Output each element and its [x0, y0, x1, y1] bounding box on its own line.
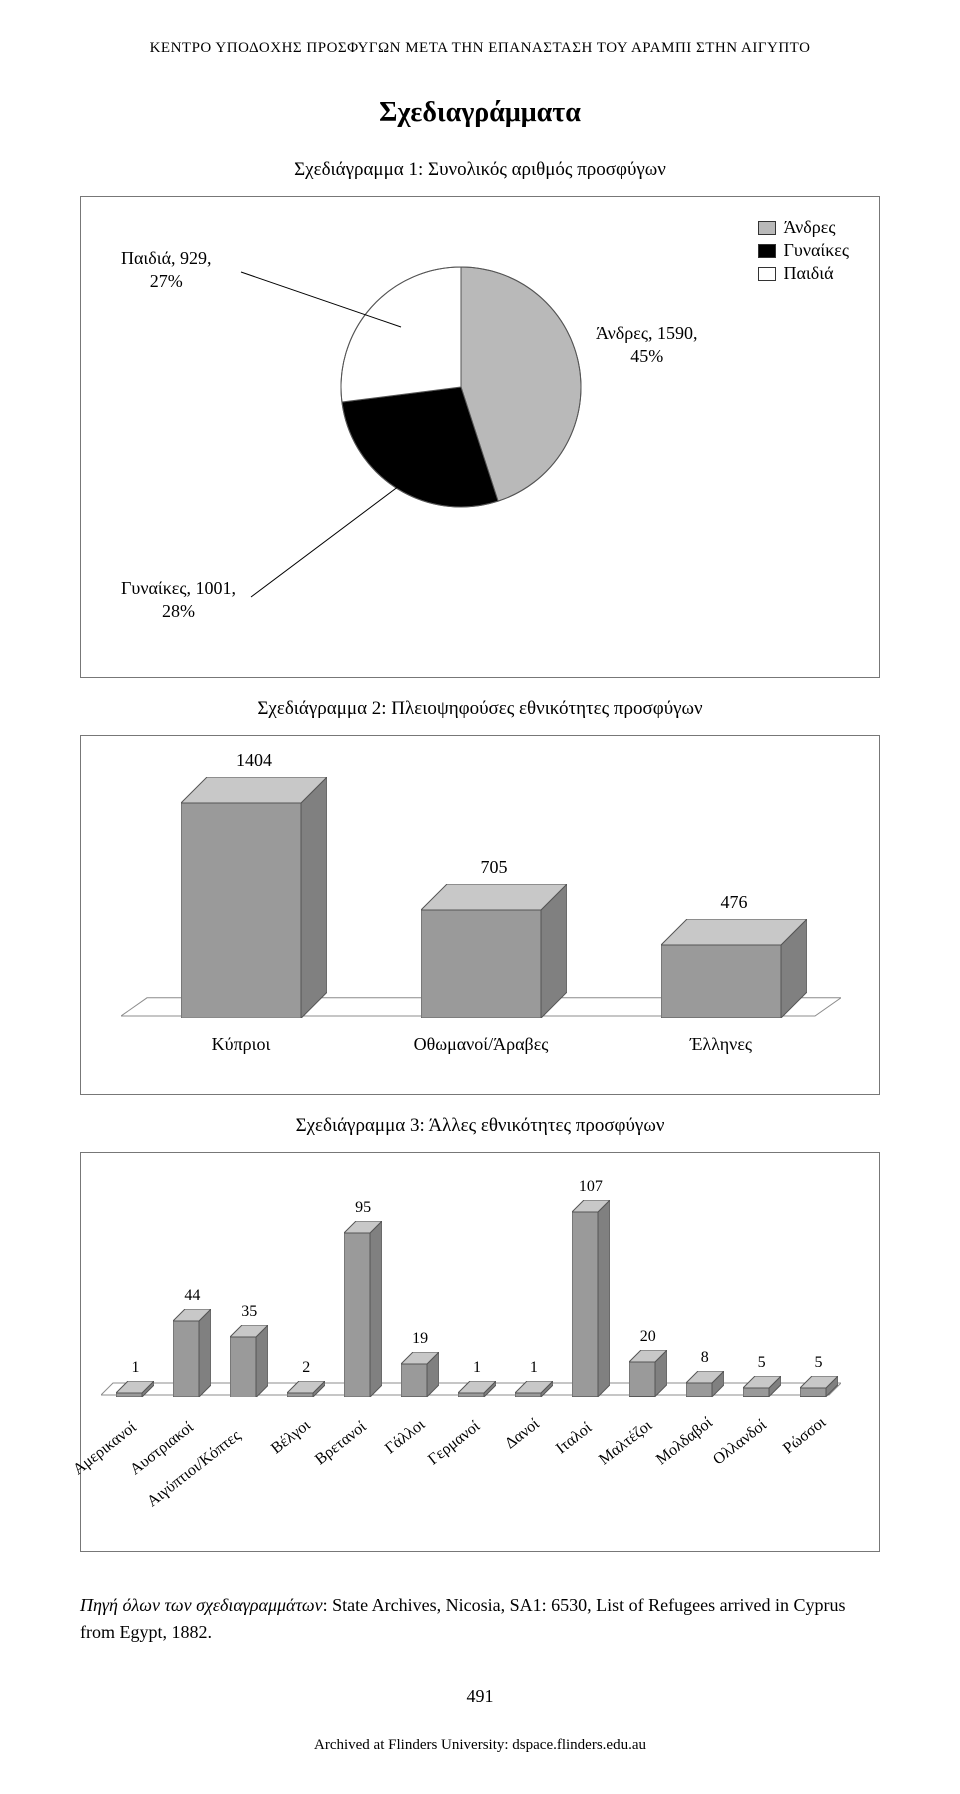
pie-slice — [341, 267, 461, 402]
legend-swatch-andres — [758, 221, 776, 235]
bar-3d — [401, 1352, 439, 1397]
archived-line: Archived at Flinders University: dspace.… — [80, 1737, 880, 1754]
bar-3d — [800, 1376, 838, 1397]
pie-label-andres: Άνδρες, 1590, 45% — [596, 322, 697, 369]
running-head: ΚΕΝΤΡΟ ΥΠΟΔΟΧΗΣ ΠΡΟΣΦΥΓΩΝ ΜΕΤΑ ΤΗΝ ΕΠΑΝΑ… — [80, 40, 880, 57]
bar-3d — [421, 884, 567, 1018]
chart2-xtick: Έλληνες — [601, 1026, 841, 1055]
pie-label-paidia-line2: 27% — [150, 271, 183, 291]
pie-label-gynaikes-line1: Γυναίκες, 1001, — [121, 578, 236, 598]
chart3-xtick: Βρετανοί — [312, 1418, 370, 1469]
pie-label-gynaikes: Γυναίκες, 1001, 28% — [121, 577, 236, 624]
source-note: Πηγή όλων των σχεδιαγραμμάτων: State Arc… — [80, 1592, 880, 1646]
legend-label-gynaikes: Γυναίκες — [784, 240, 850, 261]
chart3-xtick: Γερμανοί — [425, 1418, 484, 1469]
bar-value-label: 95 — [333, 1199, 393, 1217]
chart3-xtick: Ολλανδοί — [710, 1416, 770, 1469]
bar-3d — [515, 1381, 553, 1397]
pie-svg — [331, 257, 591, 517]
legend-label-andres: Άνδρες — [784, 217, 836, 238]
bar-3d — [743, 1376, 781, 1397]
pie-label-paidia: Παιδιά, 929, 27% — [121, 247, 212, 294]
section-title: Σχεδιαγράμματα — [80, 97, 880, 129]
pie-label-paidia-line1: Παιδιά, 929, — [121, 248, 212, 268]
bar-3d — [287, 1381, 325, 1397]
chart2-area: 1404705476 — [121, 756, 841, 1026]
pie-legend: Άνδρες Γυναίκες Παιδιά — [758, 217, 850, 286]
chart3-xtick: Δανοί — [502, 1416, 543, 1454]
bar-3d — [230, 1325, 268, 1397]
bar-3d — [661, 919, 807, 1018]
bar-value-label: 5 — [789, 1354, 849, 1372]
chart3-xtick: Ρώσσοι — [780, 1414, 830, 1458]
pie-label-andres-line2: 45% — [630, 346, 663, 366]
chart3-xtick: Αμερικανοί — [70, 1419, 140, 1479]
chart3-xtick: Μαλτέζοι — [596, 1417, 656, 1469]
legend-row-gynaikes: Γυναίκες — [758, 240, 850, 261]
chart3-box: 14435295191110720855 ΑμερικανοίΑυστριακο… — [80, 1152, 880, 1552]
bar-value-label: 8 — [675, 1349, 735, 1367]
chart1-caption: Σχεδιάγραμμα 1: Συνολικός αριθμός προσφύ… — [80, 159, 880, 181]
chart3-xtick: Ιταλοί — [553, 1420, 596, 1459]
bar-3d — [686, 1371, 724, 1397]
bar-value-label: 2 — [276, 1359, 336, 1377]
legend-label-paidia: Παιδιά — [784, 263, 834, 284]
bar-value-label: 1 — [105, 1359, 165, 1377]
bar-value-label: 44 — [162, 1287, 222, 1305]
bar-value-label: 1 — [504, 1359, 564, 1377]
chart3-xtick: Βέλγοι — [268, 1417, 314, 1459]
bar-value-label: 35 — [219, 1303, 279, 1321]
bar-3d — [116, 1381, 154, 1397]
bar-value-label: 20 — [618, 1328, 678, 1346]
chart2-caption: Σχεδιάγραμμα 2: Πλειοψηφούσες εθνικότητε… — [80, 698, 880, 720]
bar-3d — [458, 1381, 496, 1397]
bar-3d — [344, 1221, 382, 1397]
legend-row-andres: Άνδρες — [758, 217, 850, 238]
bar-value-label: 107 — [561, 1178, 621, 1196]
bar-3d — [572, 1200, 610, 1397]
chart3-xtick: Μολδαβοί — [653, 1414, 716, 1469]
legend-row-paidia: Παιδιά — [758, 263, 850, 284]
pie-wrap: Παιδιά, 929, 27% Άνδρες, 1590, 45% Γυναί… — [101, 217, 859, 657]
legend-swatch-paidia — [758, 267, 776, 281]
page-number: 491 — [80, 1686, 880, 1707]
chart3-xticks: ΑμερικανοίΑυστριακοίΑιγύπτιοι/ΚόπτεςΒέλγ… — [101, 1403, 841, 1523]
bar-value-label: 1 — [447, 1359, 507, 1377]
chart2-xtick: Οθωμανοί/Άραβες — [361, 1026, 601, 1055]
bar-3d — [181, 777, 327, 1018]
bar-value-label: 476 — [664, 892, 804, 913]
bar-value-label: 5 — [732, 1354, 792, 1372]
source-note-italic: Πηγή όλων των σχεδιαγραμμάτων — [80, 1595, 323, 1615]
bar-3d — [173, 1309, 211, 1397]
chart2-xtick: Κύπριοι — [121, 1026, 361, 1055]
chart3-xtick: Γάλλοι — [382, 1416, 429, 1458]
bar-value-label: 19 — [390, 1330, 450, 1348]
legend-swatch-gynaikes — [758, 244, 776, 258]
pie-label-andres-line1: Άνδρες, 1590, — [596, 323, 697, 343]
chart2-xticks: ΚύπριοιΟθωμανοί/ΆραβεςΈλληνες — [121, 1026, 841, 1055]
chart2-box: 1404 705 476 ΚύπριοιΟθωμανοί/ΆραβεςΈλληνες — [80, 735, 880, 1095]
bar-3d — [629, 1350, 667, 1397]
chart3-caption: Σχεδιάγραμμα 3: Άλλες εθνικότητες προσφύ… — [80, 1115, 880, 1137]
pie-label-gynaikes-line2: 28% — [162, 601, 195, 621]
chart3-area: 14435295191110720855 — [101, 1173, 841, 1403]
page: ΚΕΝΤΡΟ ΥΠΟΔΟΧΗΣ ΠΡΟΣΦΥΓΩΝ ΜΕΤΑ ΤΗΝ ΕΠΑΝΑ… — [0, 0, 960, 1794]
chart1-box: Παιδιά, 929, 27% Άνδρες, 1590, 45% Γυναί… — [80, 196, 880, 678]
bar-value-label: 705 — [424, 857, 564, 878]
bar-value-label: 1404 — [184, 750, 324, 771]
